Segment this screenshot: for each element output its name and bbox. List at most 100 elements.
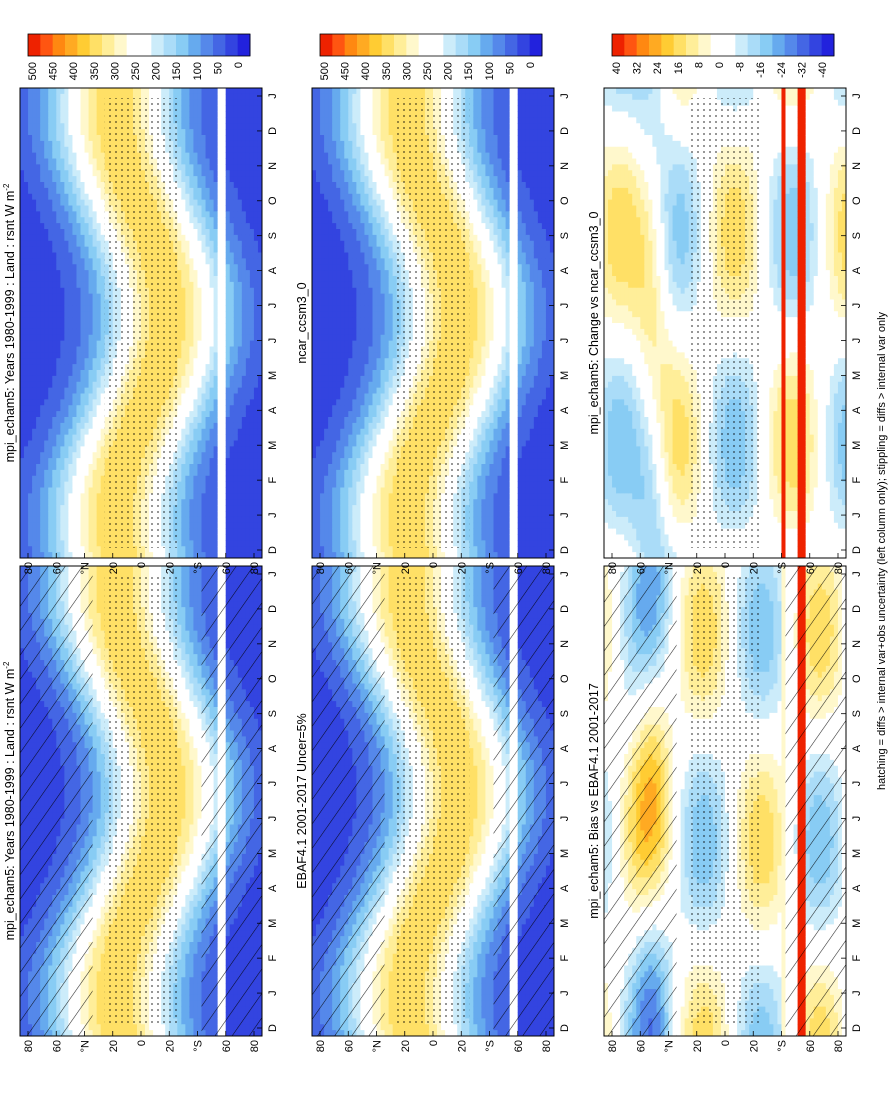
heatmap-cell [177, 895, 182, 902]
heatmap-cell [181, 818, 186, 825]
lat-tick-label: 20 [164, 1040, 176, 1052]
heatmap-cell [193, 900, 198, 908]
heatmap-cell [185, 812, 190, 820]
heatmap-cell [197, 912, 202, 919]
heatmap-cell [189, 630, 194, 637]
heatmap-cell [100, 965, 106, 972]
heatmap-cell [116, 1024, 122, 1031]
heatmap-cell [92, 636, 98, 643]
heatmap-cell [96, 707, 102, 714]
heatmap-cell [100, 977, 106, 984]
heatmap-cell [96, 730, 102, 737]
heatmap-cell [189, 771, 194, 778]
heatmap-cell [197, 724, 202, 731]
heatmap-cell [189, 848, 194, 855]
heatmap-cell [189, 613, 194, 620]
heatmap-cell [193, 607, 198, 614]
heatmap-cell [177, 618, 182, 626]
heatmap-cell [197, 601, 202, 608]
heatmap-cell [189, 683, 194, 690]
heatmap-cell [189, 636, 194, 643]
heatmap-cell [189, 660, 194, 667]
month-tick-label: F [267, 955, 279, 962]
heatmap-cell [96, 613, 102, 620]
heatmap-cell [132, 1024, 138, 1031]
heatmap-cell [185, 842, 190, 849]
heatmap-cell [132, 1030, 138, 1037]
heatmap-cell [197, 1024, 202, 1031]
lat-tick-label: °N [80, 1040, 92, 1052]
heatmap-cell [181, 648, 186, 655]
heatmap-cell [96, 965, 102, 972]
heatmap-cell [100, 912, 106, 919]
heatmap-cell [193, 959, 198, 966]
heatmap-cell [193, 754, 198, 761]
heatmap-cell [100, 883, 106, 890]
heatmap-cell [100, 930, 106, 937]
heatmap-cell [189, 618, 194, 626]
heatmap-cell [108, 1024, 114, 1031]
heatmap-cell [189, 642, 194, 649]
panel-title-superscript: -2 [2, 661, 11, 669]
heatmap-cell [104, 1024, 110, 1031]
heatmap-cell [96, 636, 102, 643]
heatmap-cell [181, 765, 186, 773]
heatmap-cell [197, 1030, 202, 1037]
heatmap-cell [96, 601, 102, 608]
heatmap-cell [177, 683, 182, 690]
heatmap-cell [100, 942, 106, 949]
heatmap-cell [185, 924, 190, 931]
heatmap-cell [185, 589, 190, 596]
heatmap-cell [96, 577, 102, 585]
heatmap-cell [177, 947, 182, 955]
heatmap-cell [177, 595, 182, 602]
lat-tick-label: 80 [249, 1040, 261, 1052]
heatmap-cell [197, 748, 202, 755]
heatmap-cell [181, 1000, 186, 1008]
heatmap-cell [193, 577, 198, 585]
heatmap-cell [92, 595, 98, 602]
heatmap-cell [197, 613, 202, 620]
heatmap-cell [92, 877, 98, 884]
heatmap-cell [169, 571, 174, 579]
heatmap-cell [169, 566, 174, 573]
heatmap-cell [189, 1030, 194, 1037]
heatmap-cell [92, 824, 98, 831]
heatmap-cell [177, 1018, 182, 1025]
heatmap-cell [189, 724, 194, 731]
heatmap-cell [181, 859, 186, 867]
heatmap-cell [193, 989, 198, 996]
heatmap-cell [197, 771, 202, 778]
heatmap-cell [185, 836, 190, 843]
heatmap-cell [100, 865, 106, 872]
heatmap-cell [185, 742, 190, 749]
heatmap-cell [181, 707, 186, 714]
heatmap-cell [100, 947, 106, 955]
heatmap-cell [92, 571, 98, 579]
heatmap-cell [185, 965, 190, 972]
heatmap-cell [96, 660, 102, 667]
heatmap-cell [100, 771, 106, 778]
month-tick-label: J [267, 571, 279, 577]
heatmap-cell [181, 577, 186, 585]
heatmap-cell [197, 642, 202, 649]
heatmap-cell [197, 848, 202, 855]
heatmap-cell [181, 842, 186, 849]
heatmap-cell [177, 877, 182, 884]
heatmap-cell [100, 589, 106, 596]
lat-tick-label: 0 [136, 1040, 148, 1046]
heatmap-cell [96, 994, 102, 1002]
heatmap-cell [96, 630, 102, 637]
heatmap-cell [189, 777, 194, 784]
heatmap-cell [185, 618, 190, 626]
heatmap-cell [92, 783, 98, 790]
heatmap-cell [96, 618, 102, 626]
heatmap-cell [181, 718, 186, 726]
heatmap-cell [185, 648, 190, 655]
heatmap-cell [100, 812, 106, 820]
heatmap-cell [92, 665, 98, 673]
heatmap-cell [96, 589, 102, 596]
heatmap-cell [177, 883, 182, 890]
heatmap-cell [193, 618, 198, 626]
heatmap-cell [92, 895, 98, 902]
